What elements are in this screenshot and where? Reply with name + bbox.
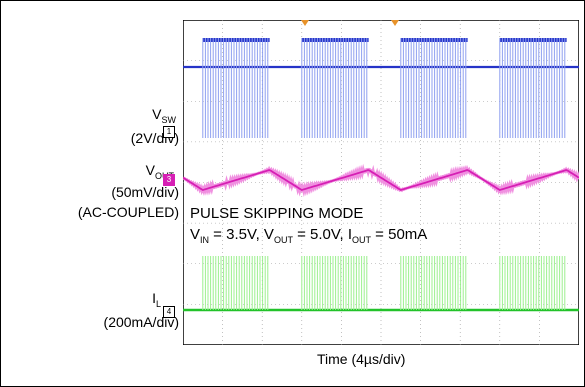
conditions-part-3: = 50mA xyxy=(371,226,428,243)
ch3-marker: 3 xyxy=(163,174,175,186)
ch1-marker: 1 xyxy=(163,126,175,138)
vout-trace xyxy=(183,169,579,191)
vout-label-main: V xyxy=(145,162,155,178)
conditions-part-1: = 3.5V, V xyxy=(209,226,274,243)
x-axis-label: Time (4µs/div) xyxy=(317,351,406,367)
il-label: IL xyxy=(152,290,161,309)
conditions-annotation: VIN = 3.5V, VOUT = 5.0V, IOUT = 50mA xyxy=(190,226,427,245)
vout-scale: (50mV/div) xyxy=(111,184,179,200)
conditions-part-0: V xyxy=(190,226,201,243)
trigger-marker xyxy=(301,20,309,26)
il-label-sub: L xyxy=(155,299,161,309)
conditions-sub-1: OUT xyxy=(273,235,293,245)
conditions-part-2: = 5.0V, I xyxy=(292,226,353,243)
il-scale: (200mA/div) xyxy=(103,314,179,330)
ch4-marker: 4 xyxy=(163,306,175,318)
conditions-sub-2: OUT xyxy=(352,235,372,245)
conditions-sub-0: IN xyxy=(200,235,210,245)
vout-coupling: (AC-COUPLED) xyxy=(77,204,179,220)
il-label-main: I xyxy=(152,290,156,306)
scope-plot xyxy=(183,20,579,345)
trigger-marker-top xyxy=(391,20,399,26)
vsw-label-main: V xyxy=(152,106,162,122)
vsw-label-sub: SW xyxy=(161,115,177,125)
mode-annotation: PULSE SKIPPING MODE xyxy=(190,205,364,222)
vsw-label: VSW xyxy=(152,106,177,125)
